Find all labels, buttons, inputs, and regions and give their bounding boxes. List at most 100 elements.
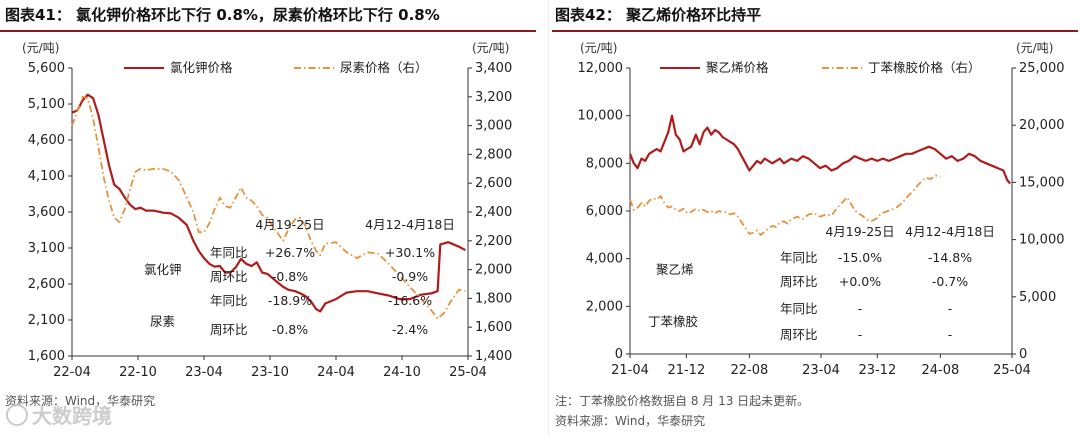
right-unit-right: (元/吨) xyxy=(1016,41,1053,55)
left-x-tick-label: 22-04 xyxy=(53,365,91,380)
left-y-right-tick-label: 2,000 xyxy=(475,263,512,278)
left-y-right-tick-label: 2,400 xyxy=(475,205,512,220)
left-row-label-3: 年同比 xyxy=(210,293,248,308)
left-y-right-tick-label: 1,800 xyxy=(475,291,512,306)
right-commodity-label-2: 丁苯橡胶 xyxy=(648,314,698,329)
right-chart: (元/吨) (元/吨) 0 2,000 4,000 6,000 8,000 10,000 12,… xyxy=(578,41,1065,378)
left-y-right-tick-label: 1,400 xyxy=(475,349,512,364)
right-chart-title: 图表42： 聚乙烯价格环比持平 xyxy=(555,6,762,24)
left-value-current-3: -18.9% xyxy=(268,293,312,308)
left-y-right-tick-label: 2,600 xyxy=(475,176,512,191)
right-legend-label-1: 聚乙烯价格 xyxy=(706,60,769,75)
right-value-current-3: - xyxy=(858,301,863,316)
right-x-tick-label: 23-04 xyxy=(802,363,840,378)
left-period-header-current: 4月19-25日 xyxy=(255,217,324,232)
right-footnote: 注：丁苯橡胶价格数据自 8 月 13 日起未更新。 xyxy=(555,394,810,408)
left-y-left-tick-label: 3,100 xyxy=(28,241,65,256)
left-y-right-tick-label: 1,600 xyxy=(475,320,512,335)
left-series-line-1 xyxy=(71,93,466,313)
right-value-prior-4: - xyxy=(948,327,953,342)
left-row-label-2: 周环比 xyxy=(210,269,248,284)
right-title-rule xyxy=(552,30,1078,32)
watermark-text: 大数跨境 xyxy=(32,404,112,428)
right-y-right-tick-label: 15,000 xyxy=(1019,175,1065,190)
left-value-current-2: -0.8% xyxy=(272,269,308,284)
left-y-left-tick-label: 1,600 xyxy=(28,349,65,364)
right-y-left-tick-label: 12,000 xyxy=(578,61,624,76)
right-series-line-1 xyxy=(628,114,1011,185)
left-unit-right: (元/吨) xyxy=(472,41,509,55)
right-y-left-tick-label: 2,000 xyxy=(586,299,623,314)
right-y-left-tick-label: 10,000 xyxy=(578,109,624,124)
left-row-label-4: 周环比 xyxy=(210,322,248,337)
left-y-left-tick-label: 4,100 xyxy=(28,169,65,184)
right-value-current-1: -15.0% xyxy=(838,250,882,265)
left-x-tick-label: 25-04 xyxy=(449,365,487,380)
right-y-right-tick-label: 20,000 xyxy=(1019,118,1065,133)
right-y-left-tick-label: 6,000 xyxy=(586,204,623,219)
watermark: 大数跨境 xyxy=(6,400,112,429)
right-x-tick-label: 24-08 xyxy=(921,363,959,378)
right-x-tick-label: 23-12 xyxy=(858,363,896,378)
right-value-prior-2: -0.7% xyxy=(932,274,968,289)
left-chart-title: 图表41： 氯化钾价格环比下行 0.8%，尿素价格环比下行 0.8% xyxy=(5,6,440,24)
right-legend-label-2: 丁苯橡胶价格（右） xyxy=(868,60,981,75)
left-row-label-1: 年同比 xyxy=(210,245,248,260)
right-y-left-tick-label: 0 xyxy=(615,347,623,362)
left-y-right-tick-label: 3,000 xyxy=(475,119,512,134)
left-chart: (元/吨) (元/吨) 1,600 2,100 2,600 3,100 3,600 4,100… xyxy=(22,41,512,380)
logo-mark-icon xyxy=(6,404,28,426)
left-y-left-tick-label: 5,100 xyxy=(28,97,65,112)
left-legend-label-2: 尿素价格（右） xyxy=(340,60,428,75)
left-value-prior-2: -0.9% xyxy=(392,269,428,284)
left-y-right-tick-label: 3,400 xyxy=(475,61,512,76)
right-period-header-current: 4月19-25日 xyxy=(825,224,894,239)
left-y-right-tick-label: 2,800 xyxy=(475,147,512,162)
left-y-right-tick-label: 2,200 xyxy=(475,234,512,249)
left-x-tick-label: 23-04 xyxy=(185,365,223,380)
left-x-tick-label: 24-04 xyxy=(317,365,355,380)
left-series-line-2 xyxy=(71,95,466,320)
right-source-note: 资料来源：Wind，华泰研究 xyxy=(555,414,706,428)
right-unit-left: (元/吨) xyxy=(580,41,617,55)
right-y-left-tick-label: 4,000 xyxy=(586,252,623,267)
left-x-tick-label: 22-10 xyxy=(119,365,157,380)
left-legend-label-1: 氯化钾价格 xyxy=(170,60,233,75)
panel-divider xyxy=(548,0,549,437)
right-x-tick-label: 21-12 xyxy=(667,363,705,378)
left-x-tick-label: 24-10 xyxy=(383,365,421,380)
right-commodity-label-1: 聚乙烯 xyxy=(656,262,694,277)
right-x-tick-label: 25-04 xyxy=(993,363,1031,378)
right-period-header-prior: 4月12-4月18日 xyxy=(905,224,995,239)
right-y-right-tick-label: 5,000 xyxy=(1019,290,1056,305)
left-y-left-tick-label: 4,600 xyxy=(28,133,65,148)
right-row-label-3: 年同比 xyxy=(780,301,818,316)
left-commodity-label-2: 尿素 xyxy=(150,314,175,329)
right-value-prior-1: -14.8% xyxy=(928,250,972,265)
left-y-left-tick-label: 3,600 xyxy=(28,205,65,220)
left-x-tick-label: 23-10 xyxy=(251,365,289,380)
left-unit-left: (元/吨) xyxy=(22,41,59,55)
right-y-right-tick-label: 10,000 xyxy=(1019,233,1065,248)
right-x-tick-label: 22-08 xyxy=(730,363,768,378)
left-value-current-1: +26.7% xyxy=(265,245,315,260)
right-row-label-4: 周环比 xyxy=(780,327,818,342)
left-commodity-label-1: 氯化钾 xyxy=(144,262,182,277)
left-value-current-4: -0.8% xyxy=(272,322,308,337)
right-value-prior-3: - xyxy=(948,301,953,316)
left-source-note: 资料来源：Wind，华泰研究 xyxy=(5,394,156,408)
right-y-left-tick-label: 8,000 xyxy=(586,156,623,171)
right-value-current-4: - xyxy=(858,327,863,342)
right-y-right-tick-label: 25,000 xyxy=(1019,61,1065,76)
left-y-right-tick-label: 3,200 xyxy=(475,90,512,105)
left-period-header-prior: 4月12-4月18日 xyxy=(365,217,455,232)
left-value-prior-4: -2.4% xyxy=(392,322,428,337)
right-row-label-1: 年同比 xyxy=(780,250,818,265)
right-row-label-2: 周环比 xyxy=(780,274,818,289)
left-y-left-tick-label: 2,600 xyxy=(28,277,65,292)
right-x-tick-label: 21-04 xyxy=(611,363,649,378)
left-value-prior-1: +30.1% xyxy=(385,245,435,260)
right-value-current-2: +0.0% xyxy=(839,274,881,289)
left-value-prior-3: -16.6% xyxy=(388,293,432,308)
right-y-right-tick-label: 0 xyxy=(1019,347,1027,362)
